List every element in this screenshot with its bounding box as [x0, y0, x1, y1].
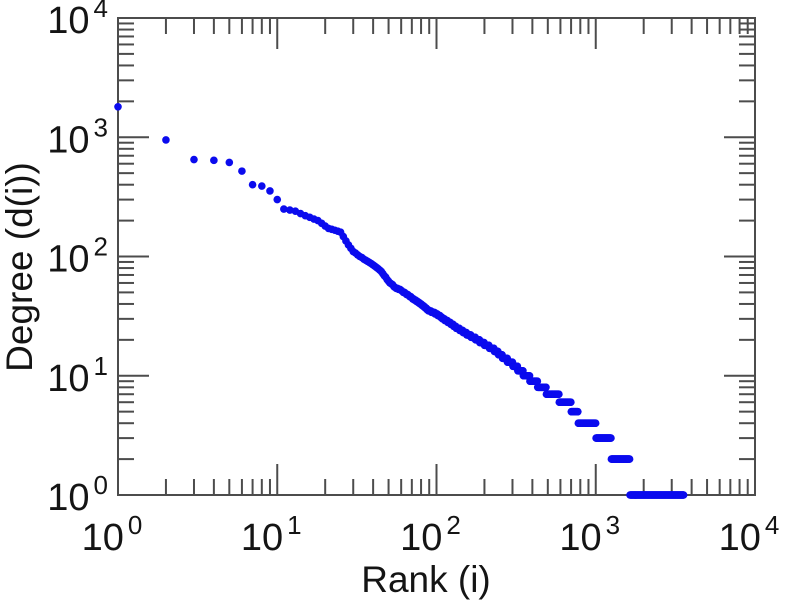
- y-tick-label-1e1: 10 1: [47, 351, 108, 400]
- x-tick-label-1e0: 10 0: [82, 510, 143, 559]
- x-tick-label-1e1: 10 1: [241, 510, 302, 559]
- data-point: [679, 491, 688, 499]
- data-point: [280, 205, 288, 213]
- data-point: [114, 103, 122, 111]
- data-point: [542, 383, 550, 392]
- data-point: [625, 455, 634, 463]
- data-point: [225, 158, 234, 167]
- data-point: [273, 195, 282, 204]
- data-point: [210, 156, 218, 165]
- axis-ticks: [118, 18, 755, 495]
- x-axis-title: Rank (i): [361, 559, 491, 600]
- data-point: [190, 155, 198, 164]
- y-tick-label-1e2: 10 2: [47, 232, 108, 281]
- axis-tick-labels: 10 0 10 1 10 2 10 3 10 4 10 0 10 1 10 2 10 3 10 4: [47, 0, 779, 559]
- data-point: [248, 180, 257, 189]
- x-tick-label-1e2: 10 2: [400, 510, 461, 559]
- data-point: [533, 377, 542, 386]
- data-point: [574, 407, 582, 416]
- y-axis-title: Degree (d(i)): [0, 162, 40, 372]
- y-tick-label-1e0: 10 0: [47, 470, 108, 519]
- x-tick-label-1e3: 10 3: [559, 510, 620, 559]
- plot-frame: [117, 17, 756, 496]
- y-tick-label-1e3: 10 3: [47, 112, 108, 161]
- data-point: [555, 390, 563, 399]
- data-point: [238, 167, 246, 175]
- data-point: [567, 398, 575, 407]
- data-points: [114, 103, 688, 499]
- data-point: [258, 182, 266, 190]
- data-point: [266, 187, 274, 195]
- data-point: [162, 136, 170, 144]
- data-point: [591, 419, 600, 428]
- x-tick-label-1e4: 10 4: [719, 510, 780, 559]
- data-point: [607, 434, 615, 442]
- y-tick-label-1e4: 10 4: [47, 0, 108, 42]
